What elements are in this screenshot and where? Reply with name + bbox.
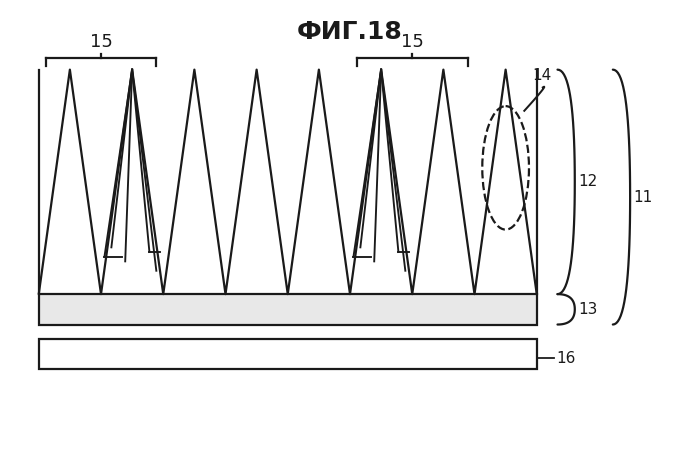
Text: 14: 14 [533,68,552,83]
Text: 16: 16 [556,351,575,366]
Text: 11: 11 [634,189,653,205]
Text: 13: 13 [578,302,598,317]
Text: ФИГ.18: ФИГ.18 [297,20,403,44]
Text: 15: 15 [401,33,424,51]
Text: 15: 15 [90,33,113,51]
Text: 12: 12 [578,174,598,189]
Bar [38,294,537,325]
Bar [38,338,537,369]
